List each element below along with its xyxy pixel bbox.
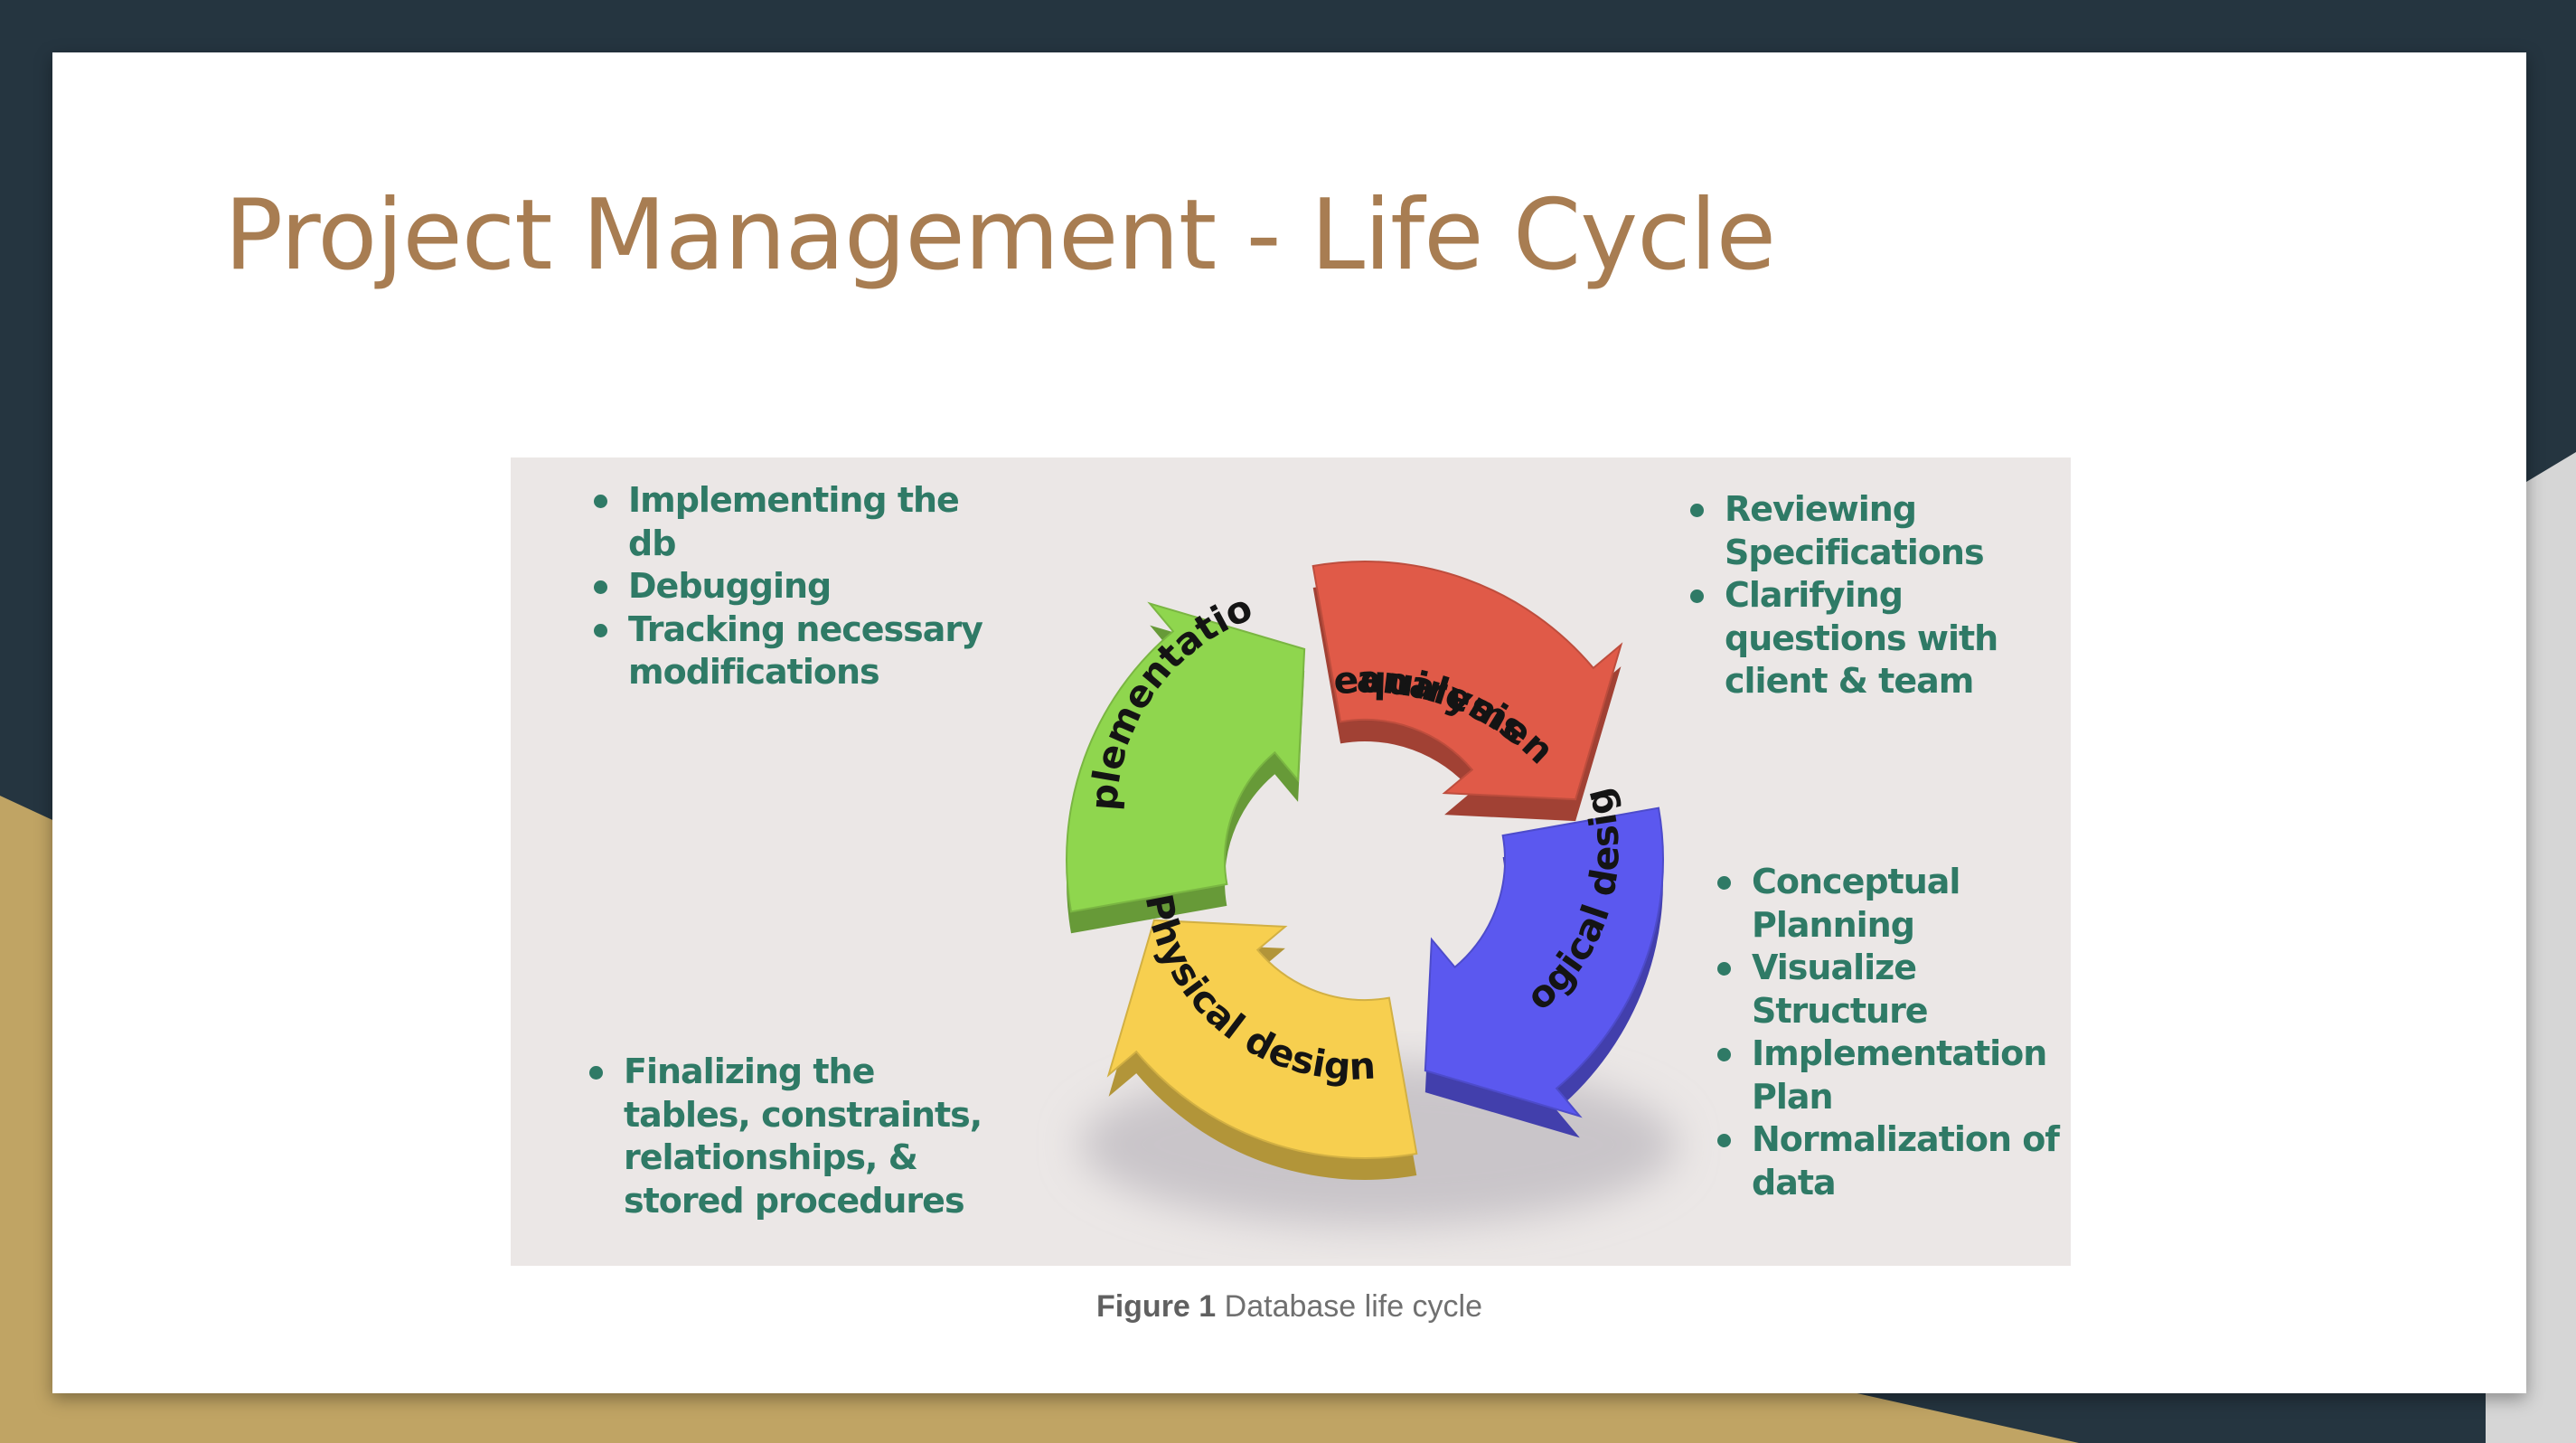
- note-item: Normalization of data: [1716, 1118, 2060, 1204]
- note-item: Implementation Plan: [1716, 1033, 2059, 1118]
- cycle-arrow-logical: [1424, 806, 1664, 1118]
- lifecycle-cycle-diagram: Requirement analysis Implementation Logi…: [511, 457, 1677, 1226]
- gold-accent-bottom: [0, 1392, 2079, 1443]
- notes-requirement-analysis: Reviewing Specifications Clarifying ques…: [1688, 488, 2014, 703]
- figure-caption: Figure 1 Database life cycle: [52, 1289, 2526, 1325]
- caption-text: Database life cycle: [1224, 1289, 1483, 1324]
- slide-title: Project Management - Life Cycle: [224, 179, 1776, 292]
- cycle-arrow-implementation: [1066, 601, 1306, 913]
- note-item: Reviewing Specifications: [1688, 488, 2014, 574]
- notes-implementation: Implementing the db Debugging Tracking n…: [592, 479, 990, 694]
- notes-logical-design: Conceptual Planning Visualize Structure …: [1716, 861, 2060, 1204]
- note-item: Conceptual Planning: [1716, 861, 2059, 947]
- note-item: Debugging: [592, 565, 990, 608]
- lifecycle-figure: Requirement analysis Implementation Logi…: [511, 457, 2071, 1266]
- slide: Project Management - Life Cycle Requirem…: [52, 52, 2526, 1393]
- caption-label: Figure 1: [1095, 1289, 1217, 1324]
- cycle-arrow-requirement: [1312, 561, 1623, 801]
- note-item: Finalizing the tables, constraints, rela…: [588, 1051, 985, 1222]
- note-item: Visualize Structure: [1716, 947, 2059, 1033]
- notes-physical-design: Finalizing the tables, constraints, rela…: [588, 1051, 985, 1222]
- note-item: Tracking necessary modifications: [592, 608, 990, 694]
- cycle-arrow-physical: [1106, 919, 1418, 1159]
- note-item: Implementing the db: [592, 479, 990, 565]
- note-item: Clarifying questions with client & team: [1688, 574, 2014, 703]
